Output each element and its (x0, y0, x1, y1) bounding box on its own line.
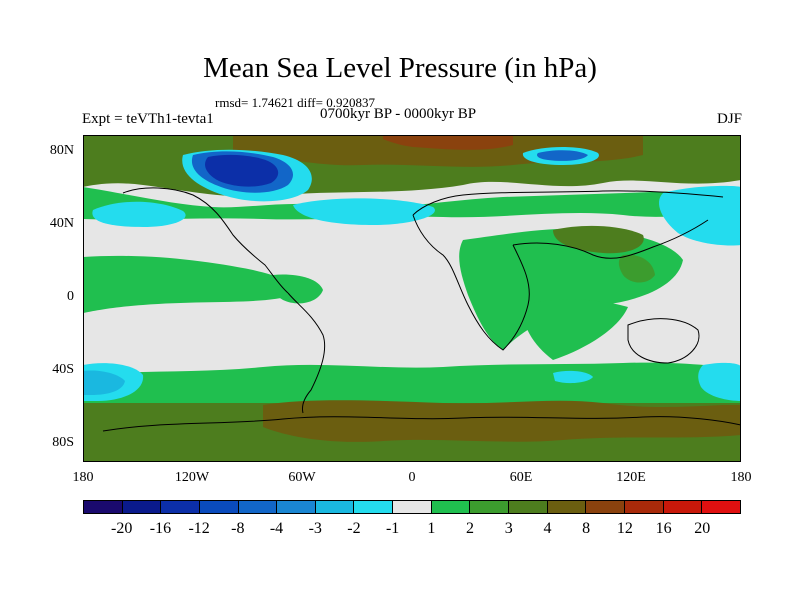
indian-ocean-positive (522, 299, 628, 360)
lon-label-0: 0 (408, 470, 416, 485)
colorbar-label: -20 (111, 520, 133, 537)
colorbar-label: 1 (427, 520, 436, 537)
experiment-label: Expt = teVTh1-tevta1 (82, 111, 214, 127)
colorbar-swatch (238, 501, 278, 513)
south-america-coast (287, 292, 326, 414)
colorbar-swatch (431, 501, 471, 513)
colorbar-swatch (586, 501, 625, 513)
colorbar-label: 16 (655, 520, 672, 537)
colorbar-label: -8 (231, 520, 245, 537)
colorbar-swatch (161, 501, 200, 513)
lon-label-180w: 180 (72, 470, 94, 485)
arctic-peak-anomaly (383, 135, 513, 150)
map-canvas (83, 135, 741, 462)
lat-label-80s: 80S (52, 435, 74, 450)
southern-indian-low (553, 370, 593, 384)
colorbar-swatch (702, 501, 740, 513)
colorbar-swatch (354, 501, 394, 513)
lon-label-60w: 60W (288, 470, 316, 485)
pressure-map (83, 135, 741, 462)
colorbar-label: 4 (543, 520, 552, 537)
colorbar-label: -4 (269, 520, 284, 537)
lat-label-40s: 40S (52, 362, 74, 377)
east-pacific-positive (83, 255, 296, 313)
colorbar-label: 3 (504, 520, 513, 537)
stats-readout: rmsd= 1.74621 diff= 0.920837 (215, 95, 375, 110)
colorbar-label: 8 (582, 520, 591, 537)
colorbar-label: -2 (347, 520, 361, 537)
season-label: DJF (716, 111, 742, 127)
colorbar-swatch (122, 501, 162, 513)
south-pacific-low-core (83, 370, 125, 395)
barents-low-core (537, 150, 588, 161)
south-asia-coast (512, 219, 709, 259)
colorbar-swatch (624, 501, 664, 513)
period-label: 0700kyr BP - 0000kyr BP (320, 106, 477, 122)
colorbar-swatch (199, 501, 239, 513)
colorbar-swatch (509, 501, 548, 513)
africa-coast (412, 214, 530, 351)
colorbar-swatch (277, 501, 316, 513)
colorbar-swatch (315, 501, 355, 513)
india-positive-core (553, 225, 644, 254)
colorbar-label: -12 (188, 520, 210, 537)
lon-label-120w: 120W (174, 470, 210, 485)
colorbar-label: 12 (616, 520, 633, 537)
south-america-positive (270, 274, 323, 304)
north-atlantic-low (293, 198, 435, 225)
colorbar-swatch (84, 501, 123, 513)
australia-coast (627, 318, 700, 364)
greenland-low-core (205, 154, 279, 187)
colorbar-swatch (393, 501, 432, 513)
antarctica-coast (102, 416, 741, 432)
colorbar (83, 500, 741, 514)
colorbar-label: 2 (466, 520, 475, 537)
lat-label-0: 0 (67, 289, 74, 304)
north-green-band (83, 187, 741, 220)
eurasia-north-coast (412, 190, 724, 216)
antarctic-high-core (263, 400, 741, 442)
lon-label-120e: 120E (616, 470, 646, 485)
lon-label-60e: 60E (509, 470, 533, 485)
map-title: Mean Sea Level Pressure (in hPa) (203, 52, 597, 84)
north-america-coast (122, 187, 289, 294)
map-frame (83, 135, 741, 462)
north-pacific-low (92, 201, 186, 227)
colorbar-swatch (470, 501, 510, 513)
lon-label-180e: 180 (730, 470, 752, 485)
southeast-pacific-low (698, 362, 741, 401)
colorbar-label: -1 (385, 520, 400, 537)
coastlines (102, 187, 741, 432)
colorbar-swatch (663, 501, 703, 513)
lat-label-40n: 40N (49, 216, 74, 231)
colorbar-label: 20 (694, 520, 711, 537)
colorbar-label: -16 (149, 520, 172, 537)
colorbar-swatch (547, 501, 587, 513)
northwest-pacific-low (658, 185, 741, 246)
colorbar-label: -3 (308, 520, 322, 537)
maritime-positive-core (618, 254, 655, 283)
lat-label-80n: 80N (49, 143, 74, 158)
